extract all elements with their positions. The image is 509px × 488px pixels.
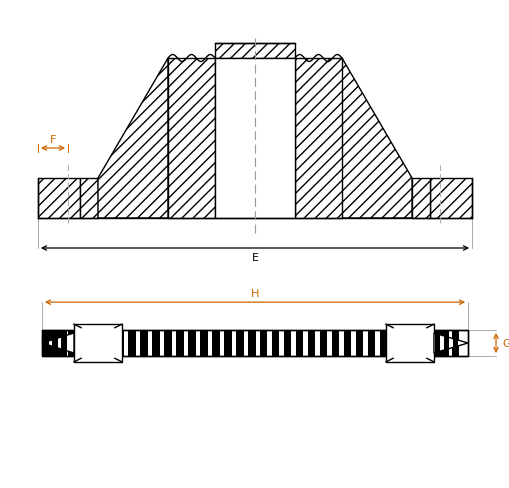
Bar [404, 331, 411, 356]
Text: G: G [502, 338, 509, 348]
Bar [212, 331, 219, 356]
Bar [344, 331, 352, 356]
Bar [452, 331, 460, 356]
Bar [380, 331, 387, 356]
Bar [453, 331, 459, 356]
Bar [42, 330, 468, 356]
Bar [61, 331, 67, 356]
Polygon shape [434, 333, 468, 353]
Bar [42, 330, 468, 356]
Bar [164, 331, 172, 356]
Polygon shape [38, 179, 80, 219]
Bar [44, 331, 51, 356]
Bar [260, 331, 268, 356]
Text: F: F [50, 135, 56, 145]
Bar [224, 331, 232, 356]
Bar [116, 331, 124, 356]
Polygon shape [98, 59, 168, 219]
Bar [200, 331, 208, 356]
Bar [272, 331, 279, 356]
Bar [440, 331, 447, 356]
Polygon shape [215, 44, 295, 59]
Bar [320, 331, 327, 356]
Bar [152, 331, 159, 356]
Bar [416, 331, 423, 356]
Bar [52, 331, 58, 356]
Bar [356, 331, 363, 356]
Bar [176, 331, 184, 356]
Text: E: E [251, 252, 259, 263]
Polygon shape [80, 179, 98, 219]
Bar [284, 331, 292, 356]
Bar [80, 331, 88, 356]
Bar [386, 325, 434, 362]
Bar [68, 331, 75, 356]
Bar [368, 331, 376, 356]
Bar [248, 331, 256, 356]
Polygon shape [295, 59, 342, 219]
Polygon shape [412, 179, 430, 219]
Bar [308, 331, 316, 356]
Bar [140, 331, 148, 356]
Bar [128, 331, 135, 356]
Polygon shape [430, 179, 472, 219]
Bar [332, 331, 340, 356]
Bar [428, 331, 436, 356]
Bar [43, 331, 48, 356]
Text: H: H [251, 288, 259, 299]
Bar [392, 331, 400, 356]
Bar [56, 331, 64, 356]
Polygon shape [168, 59, 215, 219]
Bar [104, 331, 111, 356]
Bar [236, 331, 243, 356]
Bar [444, 331, 449, 356]
Bar [296, 331, 303, 356]
Polygon shape [42, 333, 74, 353]
Bar [215, 59, 295, 219]
Polygon shape [342, 59, 412, 219]
Bar [435, 331, 440, 356]
Bar [92, 331, 99, 356]
Bar [188, 331, 195, 356]
Bar [74, 325, 122, 362]
